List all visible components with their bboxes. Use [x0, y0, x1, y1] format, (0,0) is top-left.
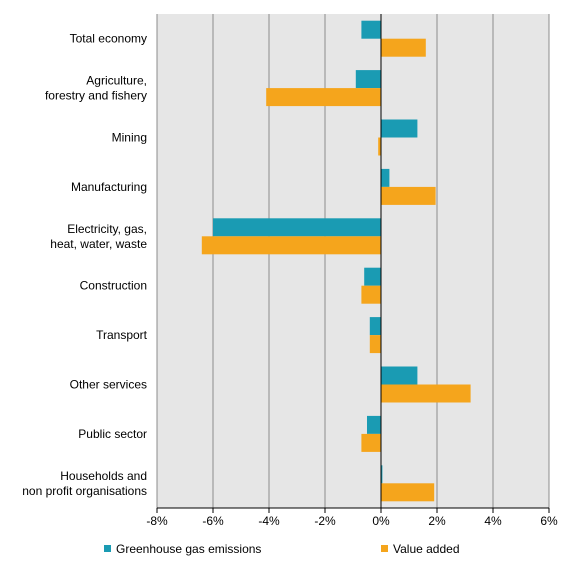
tick-label: -8% [146, 514, 168, 528]
tick-label: -6% [202, 514, 224, 528]
tick-label: 2% [428, 514, 446, 528]
legend-swatch [104, 545, 111, 552]
category-label: Public sector [78, 427, 147, 441]
bar-greenhouse-gas-emissions [381, 366, 418, 385]
bar-value-added [201, 236, 381, 255]
bar-greenhouse-gas-emissions [364, 267, 381, 286]
x-axis-tick-labels: -8% -6% -4% -2% 0% 2% 4% 6% [146, 514, 558, 528]
bar-greenhouse-gas-emissions [367, 415, 381, 434]
legend-label: Value added [393, 542, 460, 556]
category-labels: Total economy Agriculture,forestry and fi… [22, 32, 147, 498]
tick-label: -4% [258, 514, 280, 528]
legend: Greenhouse gas emissions Value added [104, 542, 460, 556]
category-label: Manufacturing [71, 180, 147, 194]
bar-greenhouse-gas-emissions [381, 465, 383, 484]
tick-label: 4% [484, 514, 502, 528]
category-label: Transport [96, 328, 148, 342]
category-label: Households and [60, 469, 147, 483]
bar-value-added [381, 38, 426, 57]
bar-value-added [266, 88, 381, 107]
category-label: Construction [80, 279, 147, 293]
bar-value-added [381, 186, 436, 205]
legend-label: Greenhouse gas emissions [116, 542, 261, 556]
tick-label: 0% [372, 514, 390, 528]
tick-label: -2% [314, 514, 336, 528]
bar-value-added [369, 335, 381, 354]
category-label: Agriculture, [86, 74, 147, 88]
category-label: forestry and fishery [45, 89, 147, 103]
axes [156, 14, 550, 513]
category-label: Electricity, gas, [67, 222, 147, 236]
bar-greenhouse-gas-emissions [361, 20, 381, 39]
category-label: Total economy [70, 32, 147, 46]
bar-greenhouse-gas-emissions [355, 70, 381, 89]
bar-greenhouse-gas-emissions [213, 218, 381, 237]
category-label: Mining [112, 131, 147, 145]
category-label: Other services [70, 378, 147, 392]
bar-value-added [381, 384, 471, 403]
bar-greenhouse-gas-emissions [381, 168, 390, 187]
bar-value-added [378, 137, 381, 156]
bar-value-added [361, 285, 381, 304]
category-label: heat, water, waste [50, 237, 147, 251]
tick-label: 6% [540, 514, 558, 528]
bar-greenhouse-gas-emissions [381, 119, 418, 138]
bars [201, 20, 471, 502]
category-label: non profit organisations [22, 484, 147, 498]
legend-swatch [381, 545, 388, 552]
bar-value-added [361, 433, 381, 452]
bar-greenhouse-gas-emissions [369, 317, 381, 336]
bar-value-added [381, 483, 435, 502]
